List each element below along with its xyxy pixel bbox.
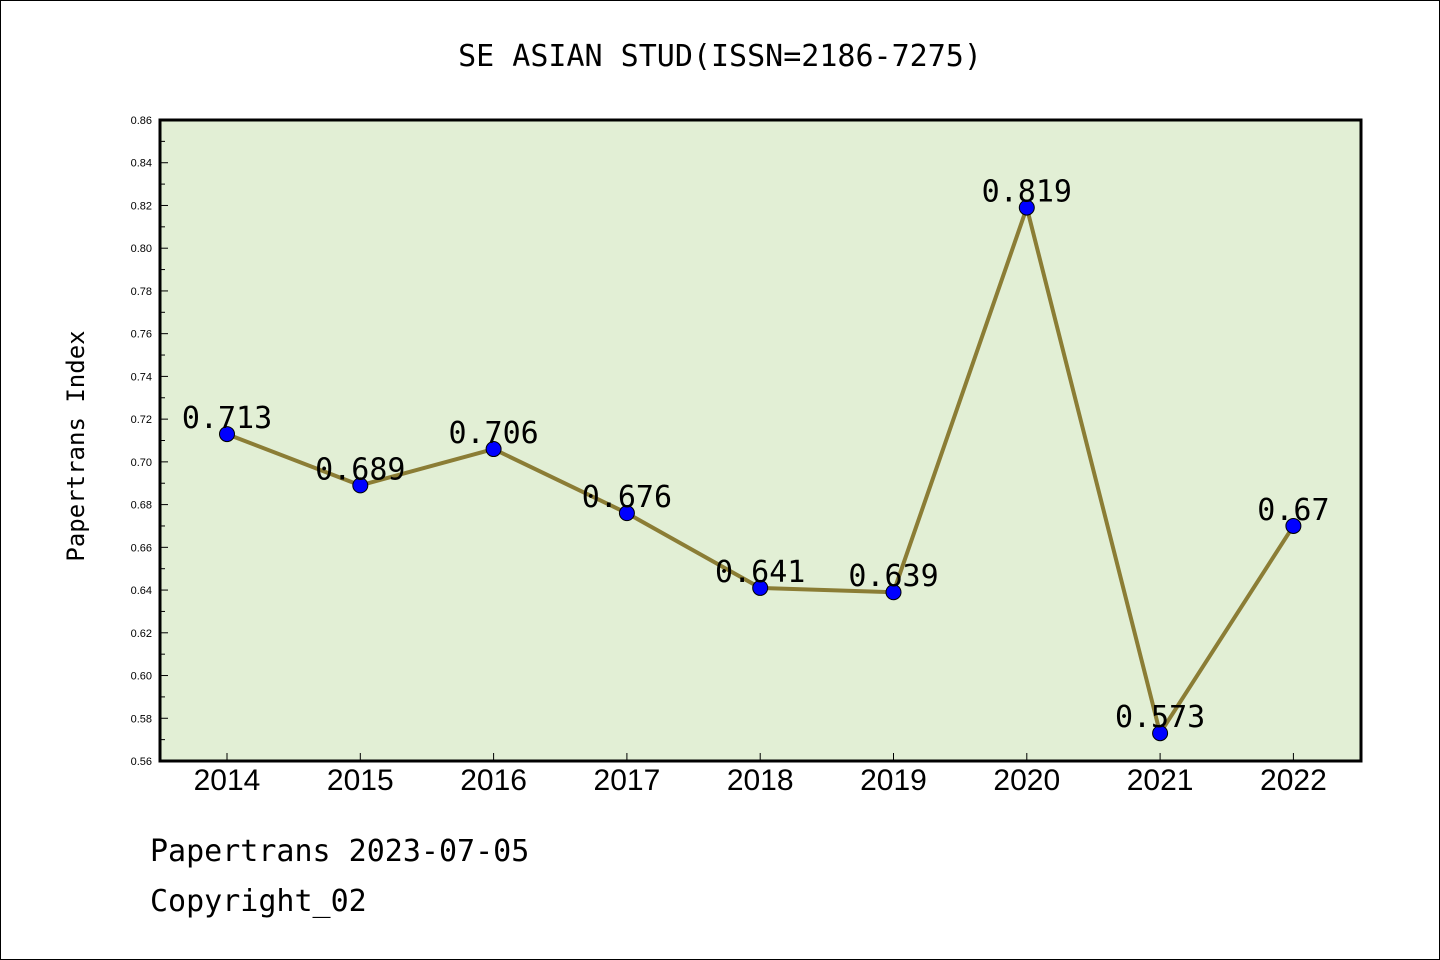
data-label: 0.713 — [182, 401, 272, 436]
x-tick-label: 2014 — [194, 764, 261, 797]
data-label: 0.67 — [1257, 493, 1329, 528]
data-label: 0.689 — [315, 452, 405, 487]
x-tick-label: 2016 — [460, 764, 527, 797]
y-tick-label: 0.84 — [131, 158, 152, 170]
y-tick-label: 0.82 — [131, 200, 152, 212]
data-point — [1152, 725, 1169, 742]
y-tick-label: 0.62 — [131, 628, 152, 640]
data-point — [618, 505, 635, 522]
data-label: 0.706 — [448, 416, 538, 451]
x-tick-label: 2017 — [594, 764, 661, 797]
x-axis: 2014 2015 2016 2017 2018 2019 2020 2021 2022 — [194, 753, 1327, 797]
data-point — [885, 584, 902, 601]
y-tick-label: 0.74 — [131, 371, 152, 383]
data-label: 0.819 — [982, 175, 1072, 210]
data-point — [1285, 517, 1302, 534]
y-tick-label: 0.76 — [131, 329, 152, 341]
x-tick-label: 2015 — [327, 764, 394, 797]
y-tick-label: 0.56 — [131, 756, 152, 768]
footer-source: Papertrans 2023-07-05 — [150, 834, 530, 869]
chart-title: SE ASIAN STUD(ISSN=2186-7275) — [458, 39, 982, 74]
y-tick-label: 0.78 — [131, 286, 152, 298]
y-tick-label: 0.68 — [131, 500, 152, 512]
data-point — [219, 426, 235, 443]
y-tick-label: 0.58 — [131, 713, 152, 725]
data-labels: 0.713 0.689 0.706 0.676 0.641 0.639 0.819 0.573… — [182, 175, 1330, 736]
x-tick-label: 2022 — [1260, 764, 1327, 797]
data-label: 0.676 — [582, 480, 672, 515]
y-tick-label: 0.72 — [131, 414, 152, 426]
data-label: 0.641 — [715, 555, 805, 590]
y-tick-label: 0.60 — [131, 671, 152, 683]
plot-area — [158, 118, 1363, 763]
data-point — [752, 579, 769, 596]
y-axis: 0.56 0.58 0.60 0.62 0.64 0.66 0.68 0.70 0.72 0.74… — [131, 115, 168, 768]
y-tick-label: 0.86 — [131, 115, 152, 127]
y-tick-label: 0.66 — [131, 542, 152, 554]
data-point — [485, 441, 502, 458]
data-point — [1018, 199, 1035, 216]
y-tick-label: 0.80 — [131, 243, 152, 255]
footer-copyright: Copyright_02 — [150, 884, 367, 919]
x-tick-label: 2018 — [727, 764, 794, 797]
data-label: 0.639 — [848, 559, 938, 594]
data-series — [219, 199, 1302, 742]
data-label: 0.573 — [1115, 700, 1205, 735]
y-axis-label: Papertrans Index — [62, 330, 90, 561]
x-tick-label: 2020 — [993, 764, 1060, 797]
data-point — [352, 477, 369, 494]
x-tick-label: 2021 — [1127, 764, 1194, 797]
y-tick-label: 0.70 — [131, 457, 152, 469]
y-tick-label: 0.64 — [131, 585, 152, 597]
x-tick-label: 2019 — [860, 764, 927, 797]
